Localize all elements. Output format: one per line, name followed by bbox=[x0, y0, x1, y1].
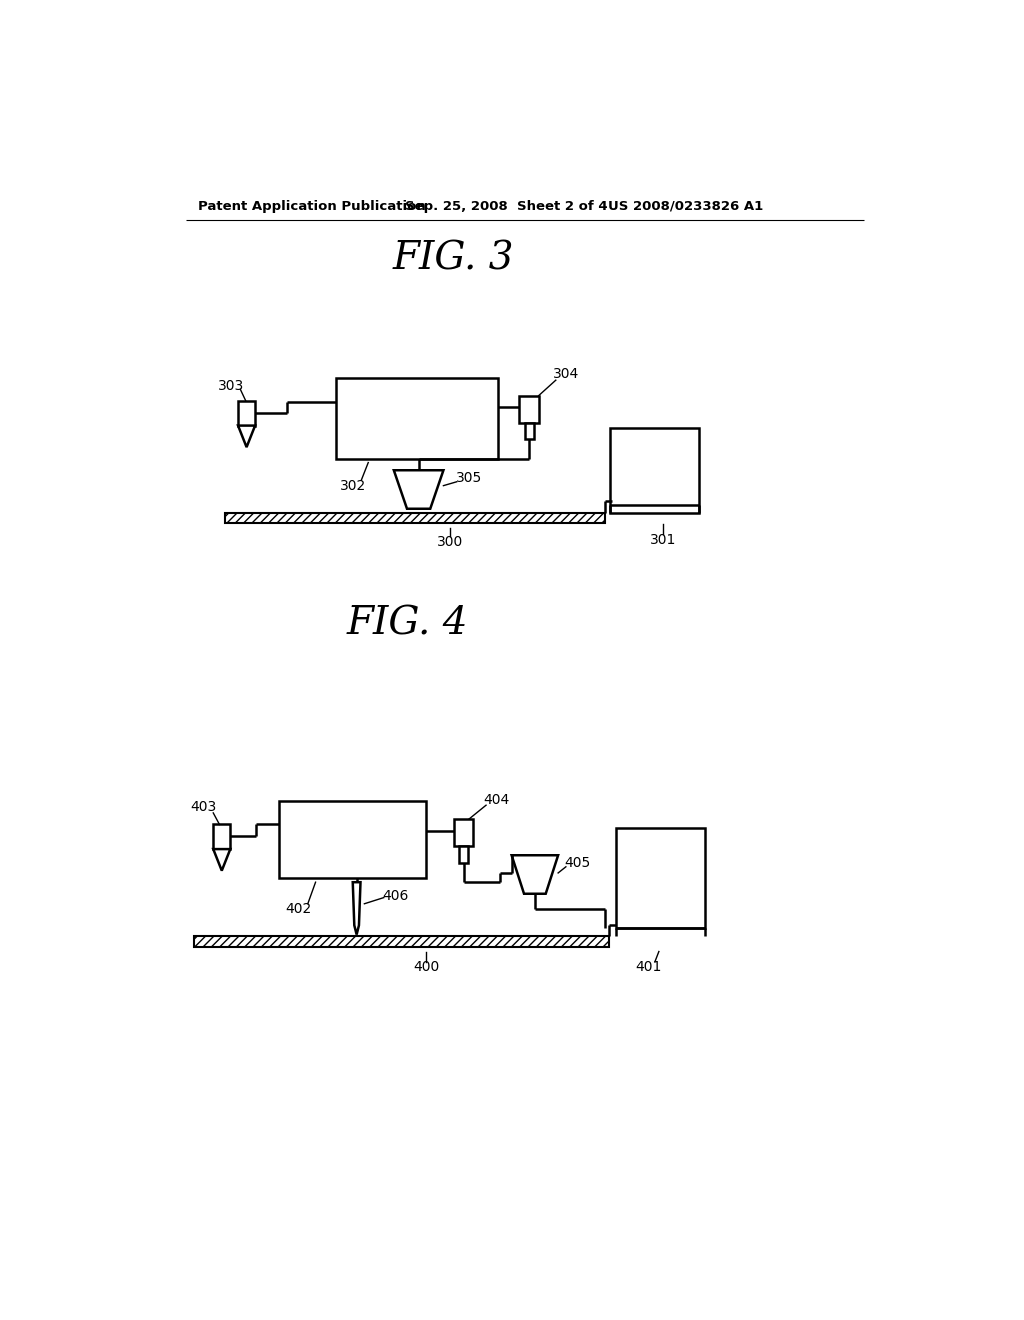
Text: 305: 305 bbox=[456, 471, 482, 484]
Text: 406: 406 bbox=[382, 890, 409, 903]
Bar bbox=[238, 401, 255, 425]
Bar bbox=[225, 512, 604, 523]
Text: 303: 303 bbox=[218, 379, 244, 392]
Bar bbox=[524, 422, 535, 440]
Text: 301: 301 bbox=[649, 532, 676, 546]
Bar bbox=[213, 825, 230, 849]
Bar bbox=[459, 846, 468, 863]
Bar bbox=[616, 829, 706, 928]
Text: 405: 405 bbox=[564, 855, 591, 870]
Text: FIG. 3: FIG. 3 bbox=[393, 240, 514, 277]
Bar bbox=[610, 428, 699, 512]
Text: FIG. 4: FIG. 4 bbox=[346, 606, 468, 643]
Text: 300: 300 bbox=[436, 535, 463, 549]
Text: 401: 401 bbox=[636, 960, 662, 974]
Text: Patent Application Publication: Patent Application Publication bbox=[198, 199, 426, 213]
Text: 304: 304 bbox=[553, 367, 579, 381]
Text: 400: 400 bbox=[414, 960, 439, 974]
Text: 403: 403 bbox=[190, 800, 216, 813]
Text: 402: 402 bbox=[286, 902, 311, 916]
Text: 404: 404 bbox=[483, 793, 509, 807]
Polygon shape bbox=[512, 855, 558, 894]
Text: Sep. 25, 2008  Sheet 2 of 4: Sep. 25, 2008 Sheet 2 of 4 bbox=[406, 199, 608, 213]
Bar bbox=[519, 396, 539, 422]
Polygon shape bbox=[394, 470, 443, 508]
Bar bbox=[194, 936, 608, 946]
Polygon shape bbox=[213, 849, 230, 871]
Polygon shape bbox=[238, 425, 255, 447]
Bar bbox=[454, 818, 473, 846]
Polygon shape bbox=[352, 882, 360, 935]
Text: 302: 302 bbox=[340, 479, 366, 492]
Text: US 2008/0233826 A1: US 2008/0233826 A1 bbox=[608, 199, 764, 213]
Bar bbox=[336, 378, 499, 459]
Bar bbox=[280, 801, 426, 878]
